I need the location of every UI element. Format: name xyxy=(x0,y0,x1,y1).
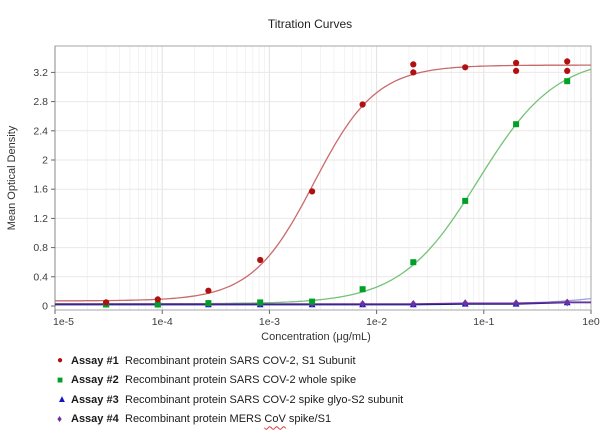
svg-text:0.4: 0.4 xyxy=(33,271,48,283)
titration-plot: Mean Optical Density Concentration (μg/m… xyxy=(6,45,600,343)
x-axis-label: Concentration (μg/mL) xyxy=(261,331,371,343)
assay-1-label: Assay #1 xyxy=(71,354,119,367)
svg-text:1e-4: 1e-4 xyxy=(152,316,173,328)
assay-1-description: Recombinant protein SARS COV-2, S1 Subun… xyxy=(125,355,356,367)
assay-3-marker-icon: ▲ xyxy=(57,394,67,406)
svg-text:1e-2: 1e-2 xyxy=(366,316,387,328)
chart-title: Titration Curves xyxy=(267,17,353,31)
svg-text:1e-1: 1e-1 xyxy=(473,316,494,328)
y-axis-label: Mean Optical Density xyxy=(6,125,18,230)
legend-row-assay-3: ▲ Assay #3 Recombinant protein SARS COV-… xyxy=(57,390,403,410)
assay-4-desc-text: Recombinant protein MERS xyxy=(125,413,265,426)
assay-1-desc-text: Recombinant protein SARS COV-2, S1 Subun… xyxy=(125,354,356,367)
assay-1-marker-icon: ● xyxy=(57,355,64,367)
svg-text:2: 2 xyxy=(42,155,48,167)
legend: ● Assay #1 Recombinant protein SARS COV-… xyxy=(57,351,403,429)
svg-text:0: 0 xyxy=(42,301,48,313)
svg-text:2.8: 2.8 xyxy=(33,96,48,108)
assay-2-description: Recombinant protein SARS COV-2 whole spi… xyxy=(125,374,356,386)
assay-2-desc-text: Recombinant protein SARS COV-2 whole spi… xyxy=(125,374,357,387)
assay-3-desc-text: Recombinant protein SARS COV-2 spike gly… xyxy=(125,393,404,406)
assay-4-description: Recombinant protein MERS CoV spike/S1 xyxy=(125,413,331,425)
assay-2-label: Assay #2 xyxy=(71,374,119,387)
svg-text:1.6: 1.6 xyxy=(33,184,48,196)
assay-4-desc-tail: spike/S1 xyxy=(285,413,332,426)
svg-text:1e-5: 1e-5 xyxy=(53,316,74,328)
assay-2-marker-icon: ■ xyxy=(57,374,64,386)
assay-4-desc-spellcheck-word: CoV xyxy=(264,413,286,426)
assay-4-label: Assay #4 xyxy=(71,413,119,426)
assay-3-label: Assay #3 xyxy=(71,393,119,406)
svg-text:2.4: 2.4 xyxy=(33,125,48,137)
svg-text:1e0: 1e0 xyxy=(582,316,600,328)
svg-text:1e-3: 1e-3 xyxy=(259,316,280,328)
assay-4-marker-icon: ♦ xyxy=(57,413,63,425)
svg-text:1.2: 1.2 xyxy=(33,213,48,225)
legend-row-assay-4: ♦ Assay #4 Recombinant protein MERS CoV … xyxy=(57,410,403,430)
legend-row-assay-1: ● Assay #1 Recombinant protein SARS COV-… xyxy=(57,351,403,371)
svg-text:0.8: 0.8 xyxy=(33,242,48,254)
assay-3-description: Recombinant protein SARS COV-2 spike gly… xyxy=(125,394,403,406)
plot-area: 0 0.4 0.8 1.2 1.6 2 2.4 2.8 3.2 1e-5 1e-4 1e-3 1e-2 1… xyxy=(33,45,600,328)
svg-text:3.2: 3.2 xyxy=(33,67,48,79)
legend-row-assay-2: ■ Assay #2 Recombinant protein SARS COV-… xyxy=(57,371,403,391)
